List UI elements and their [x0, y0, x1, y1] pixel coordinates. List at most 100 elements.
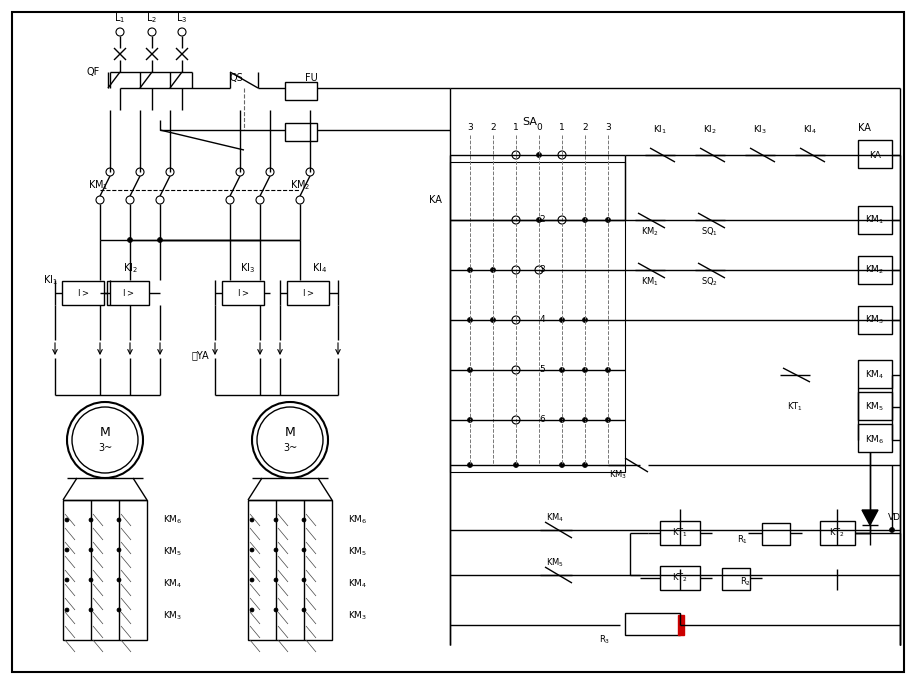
Text: KM$_4$: KM$_4$	[546, 512, 564, 524]
Circle shape	[65, 578, 69, 582]
Text: 3: 3	[605, 123, 611, 132]
Text: L$_3$: L$_3$	[177, 11, 188, 25]
Text: I$>$: I$>$	[122, 287, 134, 298]
Bar	[858, 256, 892, 284]
Circle shape	[560, 318, 564, 322]
Circle shape	[250, 578, 254, 582]
Circle shape	[512, 366, 520, 374]
Text: KI$_1$: KI$_1$	[653, 123, 667, 137]
Circle shape	[127, 237, 133, 242]
Bar	[107, 281, 149, 305]
Bar	[858, 306, 892, 334]
Circle shape	[65, 518, 69, 522]
Bar	[248, 500, 332, 640]
Text: KM$_2$: KM$_2$	[641, 226, 659, 238]
Polygon shape	[862, 510, 878, 525]
Circle shape	[512, 151, 520, 159]
Text: KM$_3$: KM$_3$	[866, 314, 885, 327]
Bar	[820, 521, 855, 545]
Circle shape	[467, 368, 473, 372]
Circle shape	[467, 462, 473, 467]
Text: M: M	[100, 425, 110, 438]
Circle shape	[583, 462, 587, 467]
Circle shape	[302, 548, 306, 552]
Circle shape	[889, 528, 895, 532]
Circle shape	[156, 196, 164, 204]
Text: FU: FU	[305, 73, 318, 83]
Circle shape	[274, 548, 278, 552]
Circle shape	[296, 196, 304, 204]
Circle shape	[512, 266, 520, 274]
Bar	[722, 568, 750, 590]
Bar	[858, 360, 892, 388]
Text: R$_3$: R$_3$	[599, 634, 610, 646]
Circle shape	[560, 368, 564, 372]
Circle shape	[117, 548, 121, 552]
Circle shape	[605, 217, 610, 222]
Circle shape	[467, 318, 473, 322]
Circle shape	[560, 462, 564, 467]
Circle shape	[65, 548, 69, 552]
Bar	[858, 424, 892, 452]
Circle shape	[467, 268, 473, 272]
Circle shape	[65, 608, 69, 612]
Text: SA: SA	[522, 117, 538, 127]
Bar	[62, 281, 104, 305]
Text: I$>$: I$>$	[77, 287, 89, 298]
Circle shape	[490, 318, 496, 322]
Circle shape	[67, 402, 143, 478]
Circle shape	[117, 608, 121, 612]
Text: KI$_2$: KI$_2$	[703, 123, 717, 137]
Circle shape	[306, 168, 314, 176]
Text: KM$_1$: KM$_1$	[866, 214, 885, 226]
Text: KM$_4$: KM$_4$	[866, 369, 885, 381]
Bar	[450, 162, 625, 472]
Text: KM$_2$: KM$_2$	[866, 263, 885, 276]
Text: 1: 1	[559, 123, 565, 132]
Text: 2: 2	[583, 123, 588, 132]
Text: KT$_1$: KT$_1$	[787, 401, 803, 413]
Circle shape	[558, 151, 566, 159]
Circle shape	[514, 462, 518, 467]
Text: KT$_2$: KT$_2$	[829, 527, 845, 539]
Text: I$>$: I$>$	[302, 287, 314, 298]
Circle shape	[126, 196, 134, 204]
Text: KA: KA	[858, 123, 871, 133]
Text: KM$_4$: KM$_4$	[348, 578, 367, 590]
Text: KA: KA	[429, 195, 442, 205]
Text: SQ$_2$: SQ$_2$	[702, 276, 718, 288]
Circle shape	[116, 28, 124, 36]
Text: R$_1$: R$_1$	[737, 534, 748, 546]
Text: KM$_4$: KM$_4$	[163, 578, 182, 590]
Text: I$>$: I$>$	[237, 287, 249, 298]
Text: KM$_1$: KM$_1$	[88, 178, 108, 192]
Circle shape	[226, 196, 234, 204]
Circle shape	[250, 518, 254, 522]
Text: KI$_4$: KI$_4$	[312, 261, 327, 275]
Circle shape	[89, 518, 93, 522]
Text: KM$_6$: KM$_6$	[348, 514, 367, 526]
Text: KI$_3$: KI$_3$	[753, 123, 767, 137]
Text: 6: 6	[540, 416, 545, 425]
Text: 1: 1	[513, 123, 518, 132]
Bar	[762, 523, 790, 545]
Circle shape	[136, 168, 144, 176]
Circle shape	[178, 28, 186, 36]
Text: KM$_3$: KM$_3$	[163, 610, 182, 622]
Circle shape	[535, 266, 543, 274]
Circle shape	[148, 28, 156, 36]
Circle shape	[512, 316, 520, 324]
Circle shape	[250, 608, 254, 612]
Circle shape	[266, 168, 274, 176]
Text: 3~: 3~	[283, 443, 297, 453]
Text: 3: 3	[540, 265, 545, 274]
Circle shape	[106, 168, 114, 176]
Text: 3: 3	[467, 123, 473, 132]
Circle shape	[560, 418, 564, 423]
Circle shape	[89, 578, 93, 582]
Circle shape	[250, 548, 254, 552]
Text: KT$_1$: KT$_1$	[672, 527, 688, 539]
Bar	[222, 281, 264, 305]
Text: KT$_2$: KT$_2$	[672, 571, 688, 584]
Circle shape	[96, 196, 104, 204]
